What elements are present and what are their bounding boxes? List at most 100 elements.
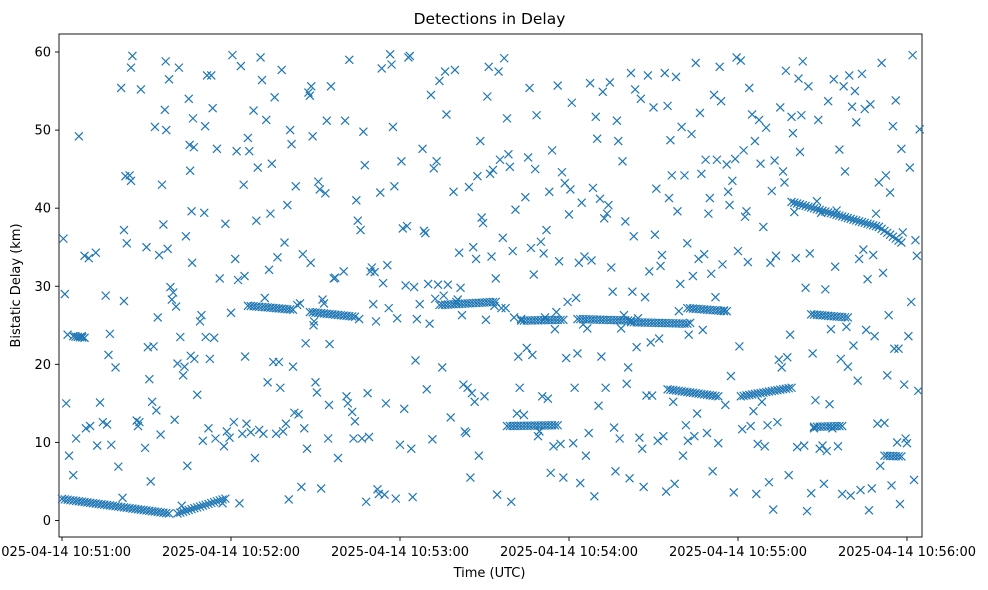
data-point	[651, 184, 661, 194]
data-point	[891, 95, 901, 105]
data-point	[687, 129, 696, 139]
data-point	[805, 249, 815, 258]
data-point	[843, 362, 853, 372]
data-point	[640, 292, 650, 302]
data-point	[598, 87, 608, 97]
data-point	[865, 99, 875, 109]
data-point	[818, 441, 827, 450]
data-point	[526, 243, 536, 253]
data-point	[382, 260, 392, 270]
data-point	[682, 319, 692, 329]
data-point	[189, 142, 199, 152]
y-tick-label: 60	[34, 46, 51, 61]
data-point	[837, 421, 847, 431]
data-point	[226, 308, 236, 318]
data-point	[402, 221, 412, 231]
data-point	[546, 468, 556, 478]
data-point	[609, 423, 619, 433]
data-point	[842, 322, 851, 332]
data-point	[64, 451, 74, 461]
data-point	[195, 502, 205, 511]
data-point	[771, 251, 781, 261]
data-point	[658, 431, 668, 441]
data-point	[408, 492, 418, 502]
data-point	[240, 352, 250, 361]
plot-frame	[58, 33, 923, 538]
data-point	[740, 212, 750, 222]
data-point	[325, 339, 335, 349]
data-point	[160, 105, 170, 115]
data-point	[473, 171, 482, 181]
data-point	[909, 475, 919, 485]
data-point	[188, 113, 198, 123]
data-point	[843, 313, 853, 322]
data-point	[792, 442, 802, 452]
data-point	[829, 74, 839, 84]
data-point	[156, 430, 166, 440]
data-point	[158, 220, 168, 229]
data-point	[634, 433, 644, 443]
data-point	[422, 384, 432, 394]
data-point	[606, 263, 616, 272]
data-point	[885, 188, 895, 197]
data-point	[787, 197, 796, 207]
data-point	[763, 420, 772, 430]
data-point	[673, 206, 682, 216]
data-point	[840, 167, 850, 176]
data-point	[681, 420, 691, 430]
data-point	[860, 104, 870, 114]
data-point	[274, 357, 284, 367]
data-point	[650, 230, 660, 240]
data-point	[803, 202, 813, 212]
data-point	[706, 269, 716, 279]
data-point	[516, 314, 526, 324]
data-point	[877, 58, 887, 68]
data-point	[571, 293, 581, 303]
data-point	[715, 62, 725, 72]
data-point	[536, 237, 546, 247]
data-point	[361, 497, 371, 507]
data-point	[667, 170, 677, 180]
data-point	[808, 348, 818, 358]
data-point	[649, 103, 658, 112]
data-point	[118, 493, 127, 503]
data-point	[491, 274, 501, 283]
data-point	[795, 147, 805, 157]
data-point	[85, 421, 95, 431]
data-point	[354, 314, 364, 324]
data-point	[84, 253, 94, 263]
data-point	[488, 297, 498, 307]
data-point	[594, 401, 603, 411]
data-point	[775, 103, 785, 112]
data-point	[618, 156, 627, 166]
data-point	[801, 201, 811, 211]
data-point	[782, 352, 792, 362]
data-point	[426, 90, 436, 100]
data-point	[573, 348, 582, 358]
data-point	[878, 268, 888, 278]
data-point	[135, 417, 144, 427]
data-point	[113, 462, 123, 472]
data-point	[387, 60, 396, 69]
data-point	[484, 62, 494, 72]
data-point	[863, 219, 872, 229]
data-point	[784, 383, 794, 393]
data-point	[829, 209, 839, 219]
data-point	[296, 482, 306, 492]
data-point	[122, 238, 132, 248]
data-point	[197, 310, 206, 320]
data-point	[577, 198, 587, 208]
data-point	[320, 188, 330, 198]
data-point	[111, 363, 120, 372]
data-point	[80, 333, 89, 343]
data-point	[527, 350, 537, 360]
data-point	[701, 155, 711, 165]
data-point	[71, 434, 81, 443]
data-point	[826, 324, 836, 334]
data-point	[212, 496, 222, 506]
data-point	[664, 193, 674, 203]
data-point	[773, 417, 782, 427]
data-point	[181, 506, 191, 516]
data-point	[251, 216, 261, 226]
